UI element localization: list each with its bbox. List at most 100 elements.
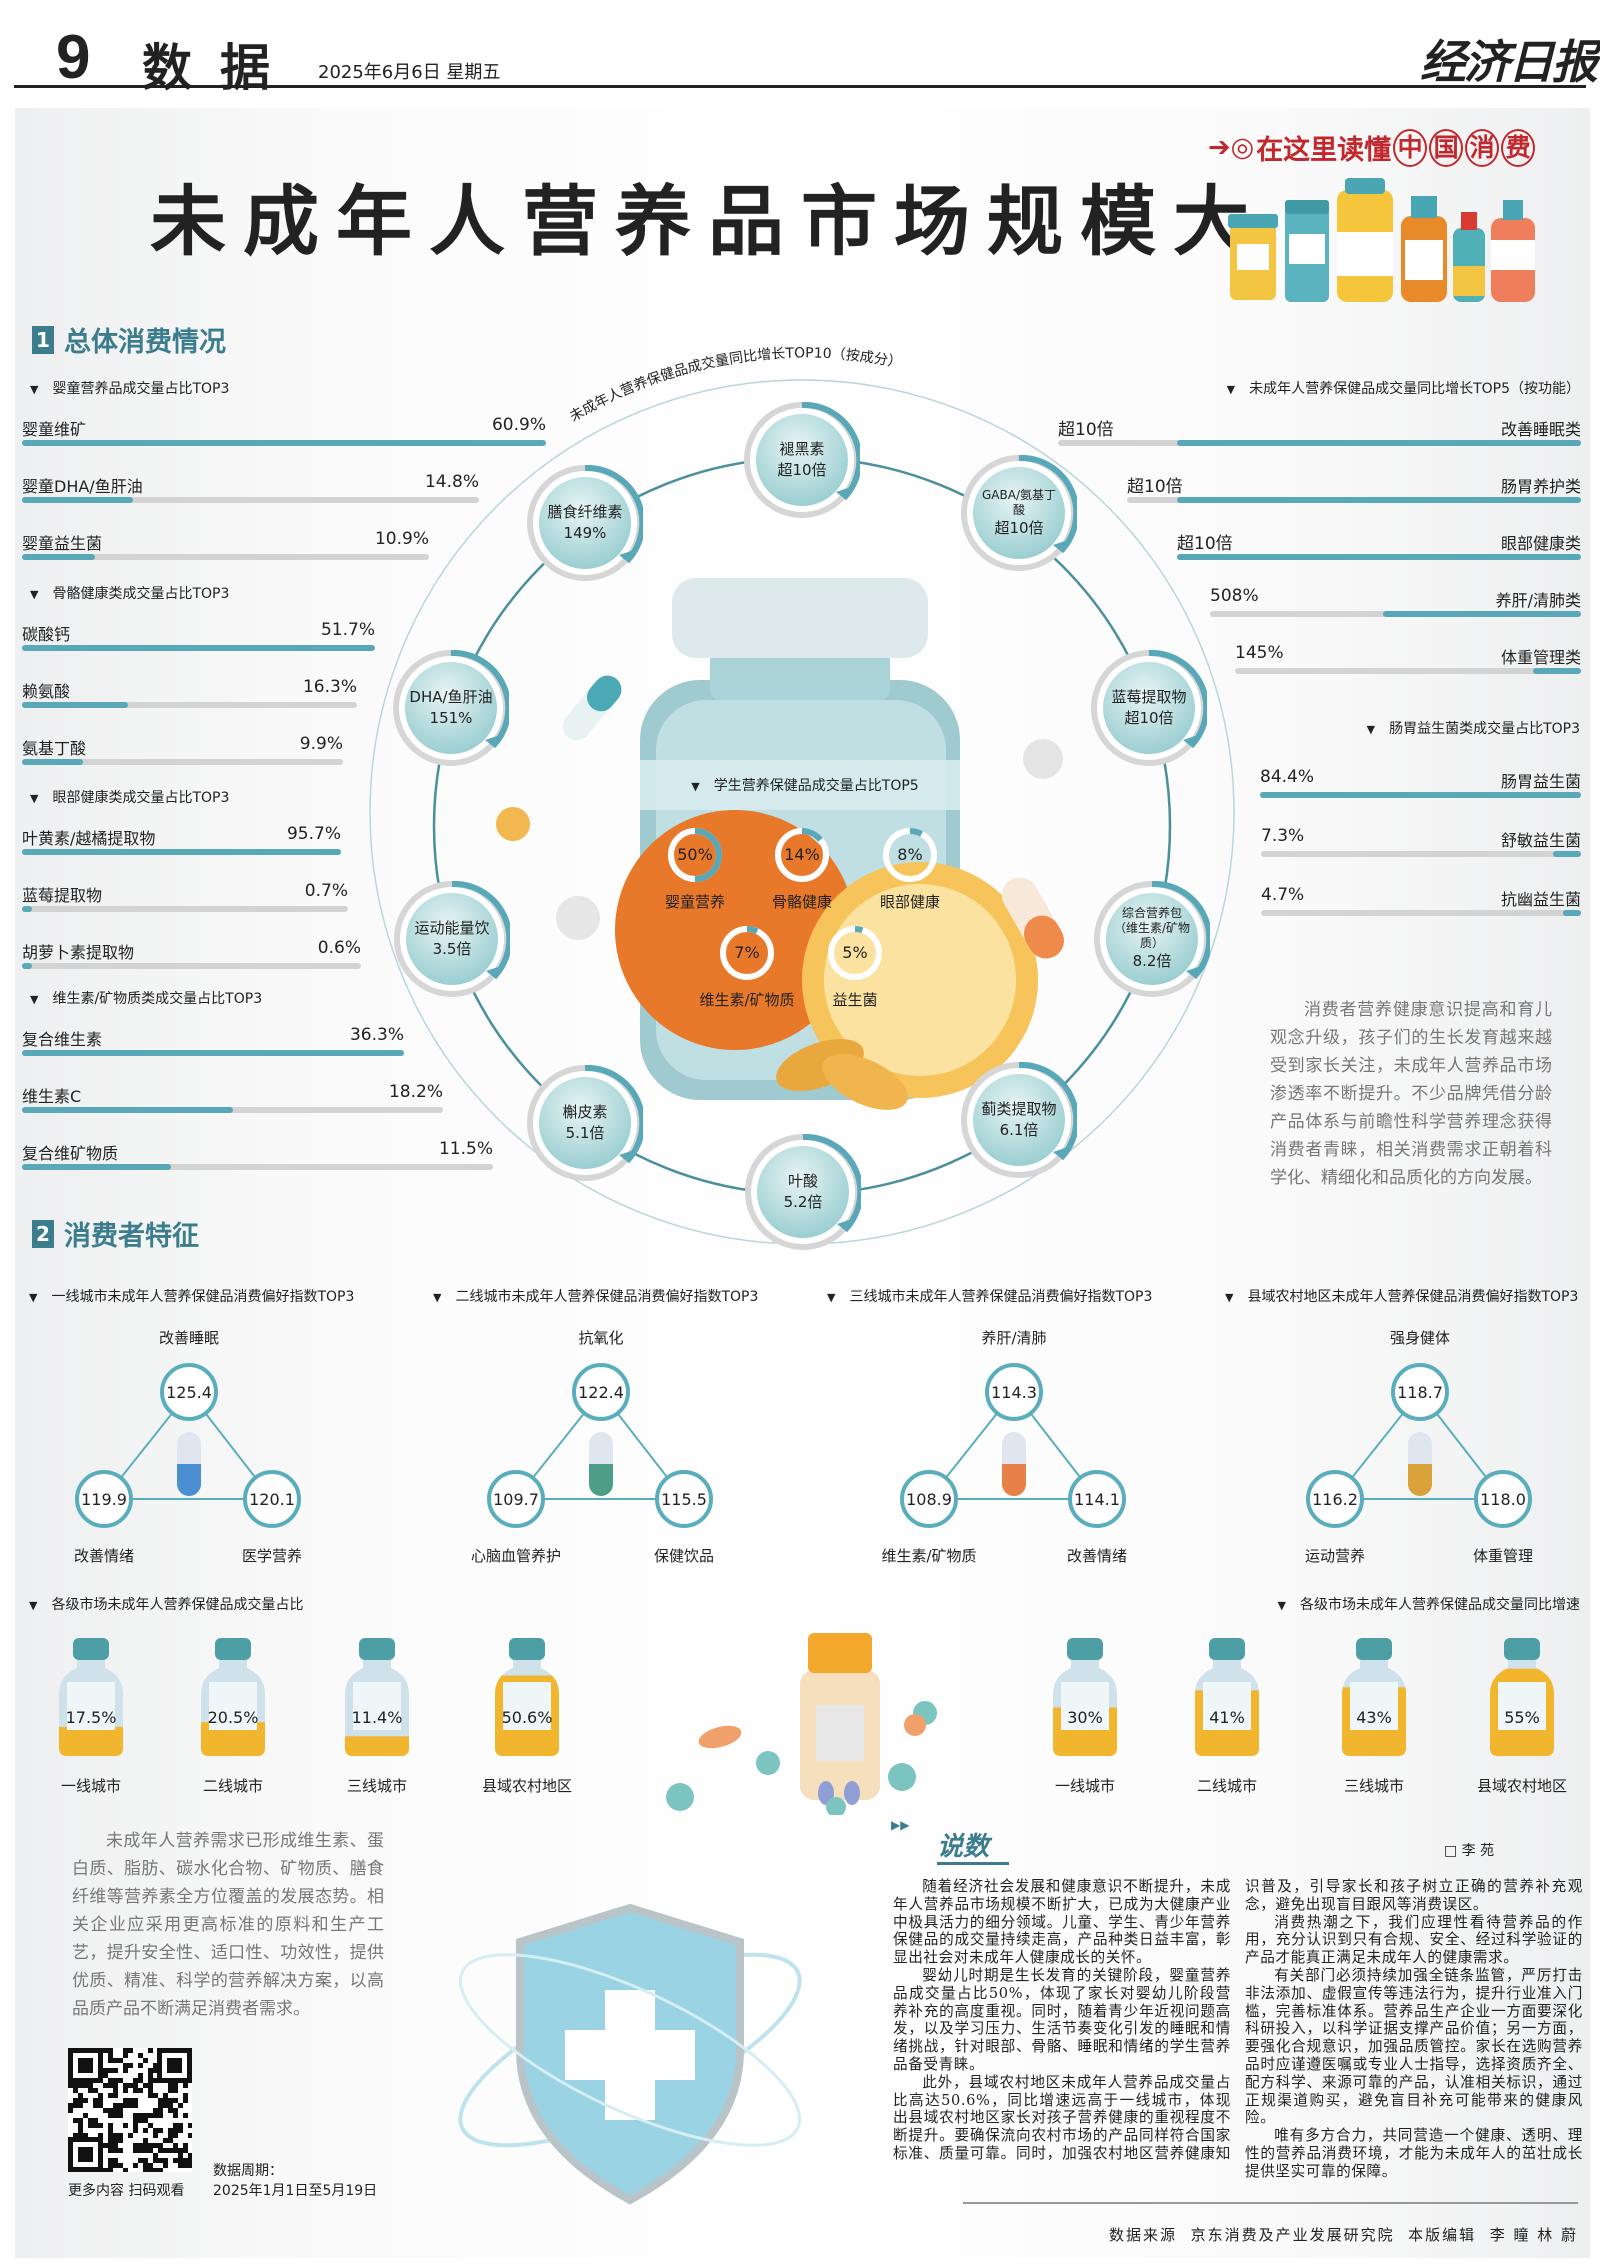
pref-index-value: 114.1 [1074, 1489, 1120, 1509]
share-donut [883, 828, 937, 882]
item-value: 14.8% [424, 472, 479, 492]
list-heading: ▼ 肠胃益生菌类成交量占比TOP3 [1367, 718, 1580, 738]
bar-track [1260, 792, 1581, 798]
progress-arrow-icon [584, 465, 643, 564]
progress-arrow-icon [1018, 455, 1077, 554]
pref-index-value: 118.7 [1397, 1382, 1443, 1402]
share-bottle [59, 1638, 123, 1756]
bar-track [22, 963, 361, 969]
commentary-title: 说数 [937, 1832, 990, 1862]
donut-value: 50% [677, 845, 713, 864]
bar-fill [1177, 440, 1581, 446]
list-heading: ▼ 骨骼健康类成交量占比TOP3 [30, 583, 229, 603]
bar-fill [1532, 668, 1581, 674]
badge-prefix: 在这里读懂 [1256, 135, 1392, 166]
item-label: 婴童维矿 [22, 420, 87, 439]
preference-triangle [926, 1390, 1100, 1500]
share-bottle [345, 1638, 409, 1756]
bar-fill [22, 554, 95, 560]
triangle-icon: ▼ [1366, 723, 1376, 736]
item-label: 肠胃养护类 [1500, 477, 1581, 496]
triangle-icon: ▼ [691, 780, 700, 793]
bar-track [22, 1107, 443, 1113]
commentary-author: □ 李 苑 [1444, 1843, 1495, 1859]
pref-right-label: 医学营养 [241, 1547, 302, 1565]
item-value: 11.5% [438, 1139, 493, 1159]
growth-node: 褪黑素 超10倍 [744, 402, 860, 518]
bar-fill [22, 906, 32, 912]
node-name: 运动能量饮 [414, 919, 490, 937]
pref-index-value: 125.4 [166, 1382, 212, 1402]
growth-node: 蓝莓提取物 超10倍 [1091, 650, 1207, 766]
node-name: 蓟类提取物 [981, 1100, 1057, 1118]
list-heading: ▼ 维生素/矿物质类成交量占比TOP3 [30, 988, 262, 1008]
pref-right-label: 改善情绪 [1066, 1547, 1127, 1565]
item-label: 叶黄素/越橘提取物 [22, 829, 156, 848]
item-label: 婴童DHA/鱼肝油 [22, 477, 143, 496]
item-value: 4.7% [1261, 885, 1305, 905]
triangle-icon: ▼ [30, 792, 39, 805]
node-name: DHA/鱼肝油 [409, 688, 493, 706]
badge-char: 费 [1501, 128, 1536, 167]
node-name: 槲皮素 [562, 1103, 608, 1121]
share-bottle [495, 1638, 559, 1756]
item-value: 超10倍 [1058, 420, 1114, 440]
bar-track [1058, 440, 1581, 446]
decorative-pills [496, 675, 1064, 1110]
commentary-paragraph: 此外，县域农村地区未成年人营养品成交量占比高达50.6%，同比增速远高于一线城市… [893, 1878, 1583, 2162]
node-name: GABA/氨基丁酸 [982, 487, 1056, 517]
node-value: 超10倍 [777, 461, 827, 479]
item-label: 抗幽益生菌 [1500, 890, 1581, 909]
box-bottom-rule [963, 2202, 1578, 2204]
bottle-label: 三线城市 [346, 1777, 407, 1795]
item-label: 复合维生素 [22, 1030, 103, 1049]
pref-index-circle: 122.4 [572, 1363, 630, 1421]
item-value: 超10倍 [1177, 534, 1233, 554]
commentary-paragraph: 消费热潮之下，我们应理性看待营养品的作用，充分认识到只有合规、安全、经过科学验证… [1245, 1913, 1583, 1967]
node-value: 5.2倍 [783, 1193, 823, 1211]
section-title: 总体消费情况 [64, 327, 226, 358]
commentary-box: ▶▶ 说数 □ 李 苑 随着经济社会发展和健康意识不断提升，未成年人营养品市场规… [889, 1818, 1582, 2204]
bar-fill [22, 759, 84, 765]
pref-index-value: 115.5 [661, 1489, 707, 1509]
bottle-value: 17.5% [65, 1708, 117, 1727]
node-value: 5.1倍 [565, 1124, 605, 1142]
donut-label: 眼部健康 [879, 893, 940, 911]
pref-heading: ▼ 县域农村地区未成年人营养保健品消费偏好指数TOP3 [1225, 1286, 1578, 1306]
triangle-icon: ▼ [1277, 1599, 1286, 1612]
growth-node: 综合营养包（维生素/矿物质） 8.2倍 [1094, 881, 1210, 997]
center-pill-bottle-illustration [666, 1633, 937, 1815]
bar-track [1210, 611, 1581, 617]
share-donut [828, 926, 882, 980]
pref-index-circle: 114.3 [985, 1363, 1043, 1421]
pref-index-value: 118.0 [1480, 1489, 1526, 1509]
badge-char: 消 [1465, 128, 1500, 167]
item-value: 36.3% [349, 1025, 404, 1045]
page-title: 未成年人营养品市场规模大 [150, 177, 1266, 266]
pref-index-value: 122.4 [578, 1382, 624, 1402]
pref-heading: ▼ 三线城市未成年人营养保健品消费偏好指数TOP3 [827, 1286, 1152, 1306]
node-name: 叶酸 [787, 1172, 818, 1190]
node-inner: 综合营养包（维生素/矿物质） 8.2倍 [1106, 893, 1198, 985]
node-inner: 褪黑素 超10倍 [756, 414, 848, 506]
growth-node: GABA/氨基丁酸 超10倍 [961, 455, 1077, 571]
node-value: 151% [429, 709, 473, 727]
commentary-paragraph: 随着经济社会发展和健康意识不断提升，未成年人营养品市场规模不断扩大，已成为大健康… [893, 1878, 1231, 1967]
page-number: 9 [56, 23, 91, 92]
qr-code[interactable] [68, 2048, 192, 2172]
item-label: 胡萝卜素提取物 [22, 943, 135, 962]
bar-fill [22, 645, 375, 651]
pref-index-circle: 125.4 [160, 1363, 218, 1421]
share-donut [668, 828, 722, 882]
node-name: 综合营养包（维生素/矿物质） [1113, 906, 1191, 950]
item-value: 0.6% [317, 938, 361, 958]
bottle-label: 二线城市 [1196, 1777, 1257, 1795]
triangle-icon: ▼ [1226, 383, 1236, 396]
preference-triangle [1332, 1390, 1506, 1500]
node-inner: GABA/氨基丁酸 超10倍 [973, 467, 1065, 559]
pref-top-label: 抗氧化 [578, 1329, 624, 1347]
bar-track [22, 1164, 493, 1170]
bar-fill [1260, 792, 1581, 798]
bar-fill [1177, 554, 1581, 560]
share-bottle [1490, 1638, 1554, 1756]
